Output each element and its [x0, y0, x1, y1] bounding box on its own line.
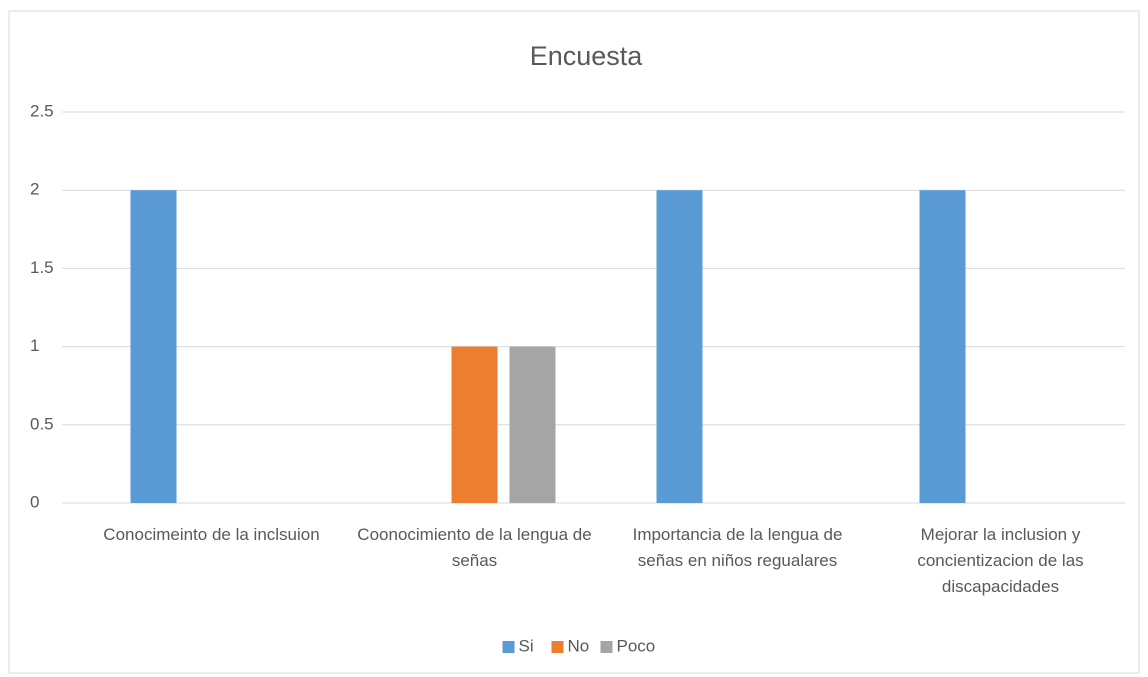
x-tick-label: Mejorar la inclusion y concientizacion d…: [917, 525, 1084, 596]
bar: [130, 190, 177, 503]
y-tick-label: 0.5: [30, 414, 54, 433]
x-tick-label: Importancia de la lengua de señas en niñ…: [632, 525, 843, 570]
bar: [656, 190, 703, 503]
legend-label: No: [568, 636, 590, 655]
bar: [451, 346, 498, 503]
y-tick-label: 0: [30, 492, 39, 511]
x-tick-label: Coonocimiento de la lengua de señas: [357, 525, 592, 570]
bar: [509, 346, 556, 503]
chart-title: Encuesta: [530, 41, 644, 71]
legend-swatch: [551, 641, 564, 653]
legend-swatch: [600, 641, 613, 653]
legend-label: Poco: [617, 636, 656, 655]
y-tick-label: 1.5: [30, 258, 54, 277]
legend-label: Si: [519, 636, 534, 655]
y-tick-label: 2: [30, 180, 39, 199]
y-tick-label: 1: [30, 336, 39, 355]
legend-swatch: [502, 641, 515, 653]
y-tick-label: 2.5: [30, 101, 54, 120]
bar: [919, 190, 966, 503]
x-tick-label: Conocimeinto de la inclsuion: [103, 525, 320, 544]
